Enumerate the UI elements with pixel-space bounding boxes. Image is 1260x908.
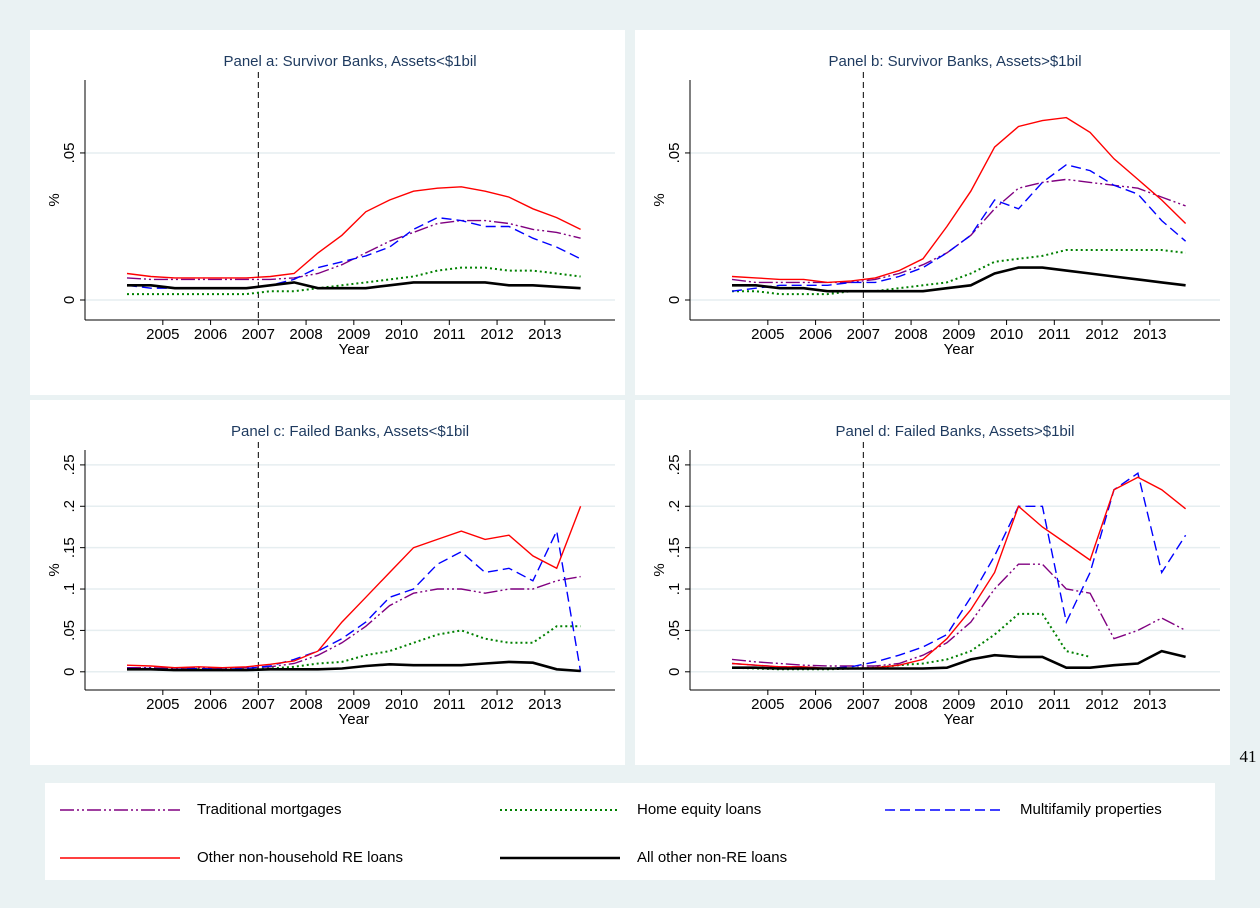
y-tick-label: .2: [61, 500, 78, 513]
x-tick-label: 2013: [528, 326, 561, 343]
series-line: [731, 116, 1187, 284]
x-tick-label: 2008: [894, 696, 927, 713]
panel-title: Panel c: Failed Banks, Assets<$1bil: [231, 423, 469, 440]
series-line: [732, 266, 1186, 293]
y-tick-label: .1: [61, 583, 78, 596]
y-tick-label: .05: [61, 620, 78, 641]
x-tick-label: 2009: [337, 696, 370, 713]
x-axis-title: Year: [339, 711, 369, 728]
series-line: [127, 660, 581, 673]
x-tick-label: 2011: [1038, 326, 1070, 343]
series-line: [126, 219, 581, 281]
x-tick-label: 2006: [194, 696, 227, 713]
x-tick-label: 2010: [385, 326, 418, 343]
series-line: [127, 281, 581, 290]
panel: [30, 400, 625, 765]
x-tick-label: 2007: [242, 696, 275, 713]
page-number: 41: [1240, 747, 1257, 766]
y-tick-label: 0: [666, 296, 683, 304]
panel: [635, 30, 1230, 395]
series-line: [127, 575, 581, 670]
y-tick-label: .1: [666, 583, 683, 596]
x-axis-title: Year: [944, 341, 974, 358]
series-line: [731, 178, 1186, 284]
y-tick-label: 0: [61, 296, 78, 304]
x-tick-label: 2006: [799, 326, 832, 343]
y-tick-label: .25: [61, 454, 78, 475]
series-line: [731, 476, 1187, 670]
series-line: [732, 649, 1186, 670]
x-tick-label: 2008: [289, 326, 322, 343]
legend-box: [45, 783, 1215, 880]
x-tick-label: 2009: [942, 326, 975, 343]
x-tick-label: 2010: [990, 326, 1023, 343]
panel: [635, 400, 1230, 765]
x-tick-label: 2012: [1085, 326, 1118, 343]
x-tick-label: 2007: [242, 326, 275, 343]
series-line: [731, 163, 1187, 292]
legend-label: Traditional mortgages: [197, 801, 342, 818]
series-line: [126, 506, 582, 669]
panel-title: Panel b: Survivor Banks, Assets>$1bil: [828, 53, 1081, 70]
y-tick-label: .15: [61, 537, 78, 558]
y-axis-title: %: [46, 193, 63, 206]
y-tick-label: .05: [666, 620, 683, 641]
y-tick-label: .2: [666, 500, 683, 513]
series-line: [127, 528, 582, 672]
legend-label: Multifamily properties: [1020, 801, 1162, 818]
series-line: [126, 186, 581, 279]
x-axis-title: Year: [339, 341, 369, 358]
x-tick-label: 2013: [1133, 326, 1166, 343]
x-tick-label: 2012: [1085, 696, 1118, 713]
x-tick-label: 2008: [894, 326, 927, 343]
y-tick-label: .15: [666, 537, 683, 558]
x-tick-label: 2005: [751, 696, 784, 713]
y-axis-title: %: [651, 563, 668, 576]
y-tick-label: .05: [61, 143, 78, 164]
y-tick-label: .25: [666, 454, 683, 475]
x-tick-label: 2006: [194, 326, 227, 343]
x-tick-label: 2009: [942, 696, 975, 713]
x-tick-label: 2005: [146, 696, 179, 713]
x-tick-label: 2005: [751, 326, 784, 343]
x-tick-label: 2013: [528, 696, 561, 713]
x-tick-label: 2013: [1133, 696, 1166, 713]
x-tick-label: 2011: [433, 696, 465, 713]
x-tick-label: 2006: [799, 696, 832, 713]
series-line: [732, 249, 1186, 296]
x-tick-label: 2012: [480, 326, 513, 343]
y-tick-label: 0: [666, 668, 683, 676]
x-tick-label: 2011: [433, 326, 465, 343]
y-tick-label: .05: [666, 143, 683, 164]
panel: [30, 30, 625, 395]
x-axis-title: Year: [944, 711, 974, 728]
legend-label: Other non-household RE loans: [197, 849, 403, 866]
y-tick-label: 0: [61, 668, 78, 676]
x-tick-label: 2010: [385, 696, 418, 713]
x-tick-label: 2007: [847, 696, 880, 713]
legend-label: Home equity loans: [637, 801, 761, 818]
x-tick-label: 2010: [990, 696, 1023, 713]
x-tick-label: 2012: [480, 696, 513, 713]
y-axis-title: %: [46, 563, 63, 576]
panel-title: Panel d: Failed Banks, Assets>$1bil: [836, 423, 1075, 440]
panel-title: Panel a: Survivor Banks, Assets<$1bil: [223, 53, 476, 70]
y-axis-title: %: [651, 193, 668, 206]
series-line: [127, 266, 581, 296]
x-tick-label: 2008: [289, 696, 322, 713]
x-tick-label: 2005: [146, 326, 179, 343]
legend-label: All other non-RE loans: [637, 849, 787, 866]
x-tick-label: 2007: [847, 326, 880, 343]
x-tick-label: 2011: [1038, 696, 1070, 713]
x-tick-label: 2009: [337, 326, 370, 343]
